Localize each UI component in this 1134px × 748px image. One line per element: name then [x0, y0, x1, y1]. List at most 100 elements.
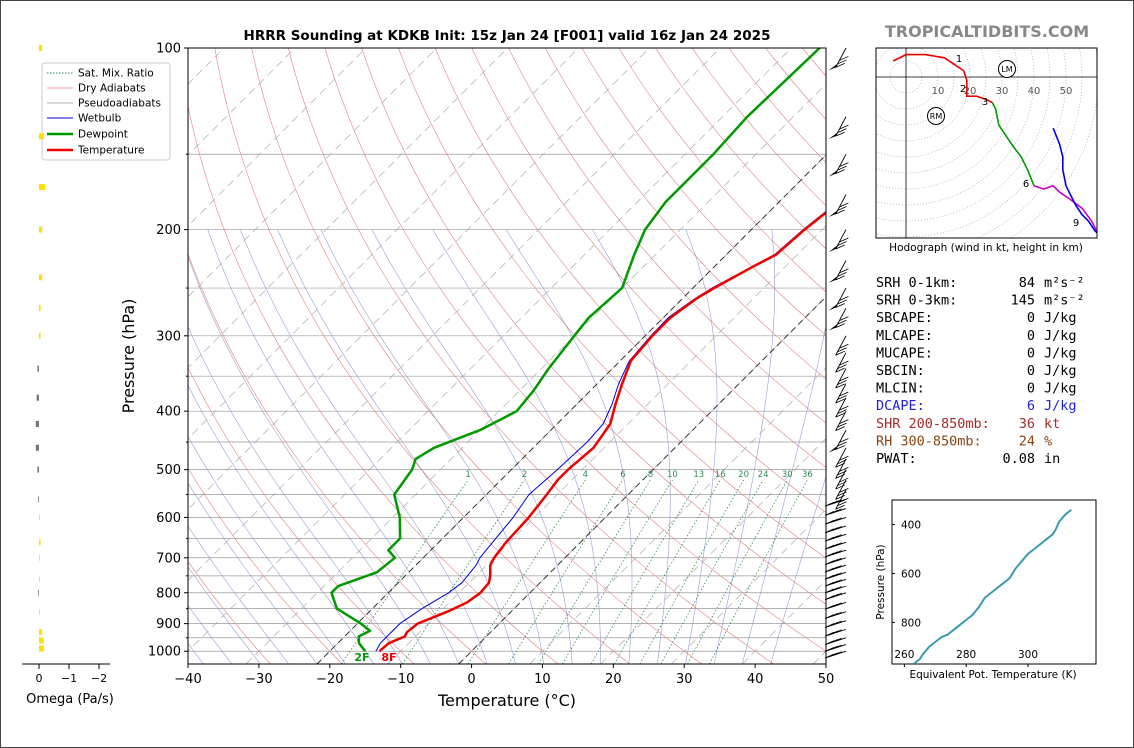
isotherm-highlight [316, 154, 826, 664]
barb-feather [835, 209, 845, 215]
index-row: MUCAPE: 0 J/kg [876, 345, 1077, 361]
mixing-ratio-line [538, 479, 651, 664]
omega-tick-1: −1 [61, 672, 77, 685]
mixing-ratio-label: 20 [738, 470, 749, 480]
barb-feather [828, 603, 839, 609]
y-tick-label: 700 [156, 551, 181, 566]
wind-barb [824, 644, 847, 652]
dry-adiabat [471, 48, 826, 468]
pseudo-adiabat [432, 229, 601, 664]
pseudo-adiabat [188, 605, 233, 664]
legend-label-mix: Sat. Mix. Ratio [78, 68, 154, 80]
theta-e-line [912, 509, 1072, 664]
wind-barb [824, 592, 847, 600]
barb-feather [835, 412, 845, 418]
barb-feather [832, 550, 842, 555]
barb-feather [835, 426, 845, 431]
mixing-ratio-line [709, 479, 808, 664]
wind-barb [835, 489, 849, 510]
theta-e-x-tick-label: 300 [1018, 649, 1038, 661]
y-tick-label: 600 [156, 511, 181, 526]
barb-feather [839, 56, 849, 61]
dry-adiabat [361, 48, 826, 605]
index-row: MLCAPE: 0 J/kg [876, 328, 1077, 344]
omega-bar [39, 184, 46, 191]
omega-bar [39, 576, 40, 583]
x-tick-label: −30 [245, 672, 272, 687]
barb-feather [835, 383, 845, 389]
index-value: 0 [1027, 345, 1035, 361]
barb-feather [828, 535, 839, 541]
barb-feather [839, 455, 849, 461]
barb-feather [837, 299, 847, 305]
mixing-ratio-line [561, 479, 673, 664]
wind-barb [824, 525, 847, 534]
theta-e-trace [912, 509, 1072, 664]
barb-feather [824, 647, 835, 652]
temperature-profile [378, 210, 826, 653]
barb-feather [839, 343, 849, 349]
barb-feather [824, 501, 835, 507]
barb-feather [824, 510, 835, 516]
index-unit: J/kg [1044, 310, 1077, 326]
x-tick-label: −20 [316, 672, 343, 687]
index-unit: J/kg [1044, 381, 1077, 397]
omega-tick-0: 0 [36, 672, 43, 685]
omega-bar [39, 45, 43, 51]
x-axis-label: Temperature (°C) [437, 691, 576, 710]
barb-feather [837, 59, 847, 65]
dewpoint-surface-label: 2F [354, 651, 369, 664]
barb-feather [832, 542, 842, 548]
barb-staff [835, 479, 847, 500]
omega-bars [35, 45, 46, 652]
y-tick-label: 200 [156, 223, 181, 238]
barb-feather [832, 637, 842, 643]
barb-feather [828, 543, 839, 549]
index-label: MUCAPE: [876, 345, 933, 361]
omega-bar [39, 226, 43, 233]
index-row: RH 300-850mb: 24% [876, 433, 1052, 449]
dry-adiabat [728, 48, 826, 164]
barb-staff [835, 397, 847, 418]
omega-bar [39, 332, 41, 339]
index-row: MLCIN: 0 J/kg [876, 381, 1077, 397]
pseudo-adiabat [207, 229, 460, 664]
barb-feather [839, 391, 849, 397]
barb-feather [835, 63, 845, 68]
omega-bar [39, 514, 40, 521]
barb-feather [835, 169, 845, 175]
barb-feather [837, 347, 847, 353]
index-value: 0 [1027, 328, 1035, 344]
barb-feather [839, 376, 849, 382]
mixing-ratio-line [341, 479, 469, 664]
barb-feather [824, 581, 835, 587]
barb-feather [837, 165, 847, 171]
wind-barb [824, 564, 847, 573]
index-label: SBCAPE: [876, 310, 933, 326]
barb-staff [835, 489, 847, 510]
isotherm [188, 48, 792, 652]
wind-barb [828, 429, 849, 453]
wind-barb [828, 47, 849, 71]
index-value: 36 [1019, 416, 1035, 432]
index-value: 0 [1027, 381, 1035, 397]
mixing-ratio-label: 36 [802, 470, 813, 480]
omega-bar [39, 274, 43, 281]
barb-feather [839, 477, 849, 483]
omega-bar [39, 554, 40, 561]
x-tick-label: 0 [467, 672, 475, 687]
rm-marker: RM [927, 107, 945, 125]
barb-feather [824, 614, 835, 619]
barb-staff [835, 194, 847, 215]
pseudo-adiabat [371, 229, 573, 664]
barb-feather [824, 588, 835, 594]
barb-feather [832, 572, 842, 578]
wind-barb [828, 287, 849, 311]
legend-label-temperature: Temperature [77, 145, 145, 157]
dry-adiabat [188, 104, 558, 664]
barb-feather [837, 241, 847, 246]
index-label: DCAPE: [876, 398, 925, 414]
wind-barb [824, 557, 847, 566]
barb-feather [828, 587, 839, 593]
